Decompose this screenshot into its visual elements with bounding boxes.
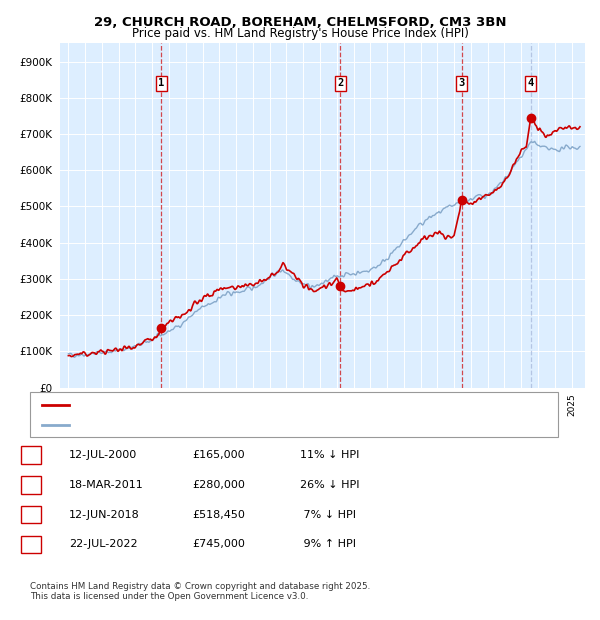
Text: 3: 3 [458, 78, 465, 88]
Text: 2: 2 [337, 78, 343, 88]
Text: 22-JUL-2022: 22-JUL-2022 [69, 539, 137, 549]
Text: 3: 3 [28, 510, 34, 520]
Text: 12-JUL-2000: 12-JUL-2000 [69, 450, 137, 460]
Text: £518,450: £518,450 [192, 510, 245, 520]
Text: 18-MAR-2011: 18-MAR-2011 [69, 480, 144, 490]
Text: Contains HM Land Registry data © Crown copyright and database right 2025.
This d: Contains HM Land Registry data © Crown c… [30, 582, 370, 601]
Text: 29, CHURCH ROAD, BOREHAM, CHELMSFORD, CM3 3BN: 29, CHURCH ROAD, BOREHAM, CHELMSFORD, CM… [94, 16, 506, 29]
Text: HPI: Average price, detached house, Chelmsford: HPI: Average price, detached house, Chel… [75, 420, 317, 430]
Text: 4: 4 [28, 539, 34, 549]
Text: 11% ↓ HPI: 11% ↓ HPI [300, 450, 359, 460]
Text: 1: 1 [28, 450, 34, 460]
Text: 4: 4 [527, 78, 534, 88]
Text: 12-JUN-2018: 12-JUN-2018 [69, 510, 140, 520]
Text: 9% ↑ HPI: 9% ↑ HPI [300, 539, 356, 549]
Text: £280,000: £280,000 [192, 480, 245, 490]
Text: Price paid vs. HM Land Registry's House Price Index (HPI): Price paid vs. HM Land Registry's House … [131, 27, 469, 40]
Text: 2: 2 [28, 480, 34, 490]
Text: £745,000: £745,000 [192, 539, 245, 549]
Text: 7% ↓ HPI: 7% ↓ HPI [300, 510, 356, 520]
Text: 1: 1 [158, 78, 164, 88]
Text: 29, CHURCH ROAD, BOREHAM, CHELMSFORD, CM3 3BN (detached house): 29, CHURCH ROAD, BOREHAM, CHELMSFORD, CM… [75, 400, 444, 410]
Text: 26% ↓ HPI: 26% ↓ HPI [300, 480, 359, 490]
Text: £165,000: £165,000 [192, 450, 245, 460]
